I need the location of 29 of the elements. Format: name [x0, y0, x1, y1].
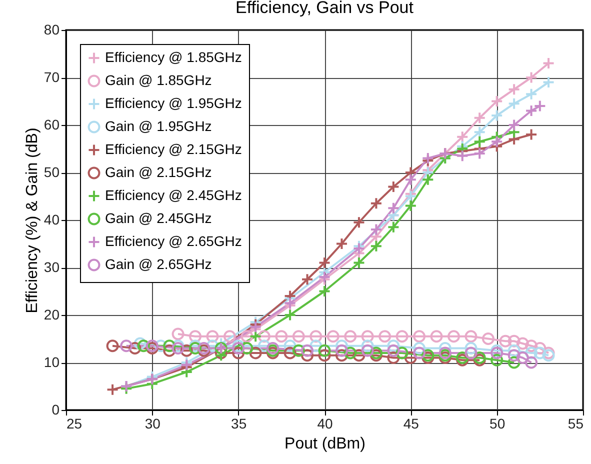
legend-label: Efficiency @ 2.45GHz	[105, 187, 242, 203]
x-tick-label: 30	[144, 416, 161, 432]
x-tick-label: 45	[403, 416, 420, 432]
legend-label: Gain @ 2.45GHz	[105, 210, 212, 226]
legend-label: Gain @ 1.95GHz	[105, 118, 212, 134]
legend-label: Efficiency @ 2.15GHz	[105, 141, 242, 157]
y-tick-label: 80	[44, 22, 60, 38]
y-tick-label: 0	[52, 402, 60, 418]
legend-label: Efficiency @ 2.65GHz	[105, 233, 242, 249]
x-tick-label: 55	[568, 416, 584, 432]
x-axis-title: Pout (dBm)	[284, 436, 366, 452]
legend-label: Efficiency @ 1.85GHz	[105, 49, 242, 65]
y-tick-label: 70	[44, 69, 60, 85]
y-axis-title: Efficiency (%) & Gain (dB)	[24, 128, 41, 314]
y-tick-label: 20	[44, 306, 60, 322]
x-tick-label: 35	[231, 416, 247, 432]
x-tick-label: 25	[66, 416, 82, 432]
y-tick-label: 40	[44, 212, 60, 228]
x-tick-label: 40	[317, 416, 333, 432]
y-tick-label: 60	[44, 116, 60, 132]
x-tick-label: 50	[490, 416, 506, 432]
chart-title: Efficiency, Gain vs Pout	[236, 0, 414, 17]
y-tick-label: 30	[44, 259, 60, 275]
y-tick-label: 50	[44, 164, 60, 180]
y-tick-label: 10	[44, 354, 60, 370]
legend-label: Gain @ 2.15GHz	[105, 164, 212, 180]
legend-label: Gain @ 1.85GHz	[105, 72, 212, 88]
legend-label: Gain @ 2.65GHz	[105, 256, 212, 272]
legend-label: Efficiency @ 1.95GHz	[105, 95, 242, 111]
